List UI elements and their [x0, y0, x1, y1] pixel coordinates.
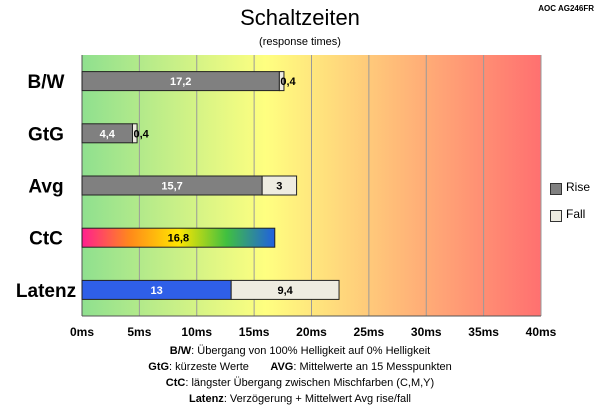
x-tick-label-30: 30ms	[411, 325, 442, 339]
bar-fall-b-w	[278, 71, 285, 92]
x-tick-label-0: 0ms	[70, 325, 94, 339]
bar-fall-gtg	[131, 123, 138, 144]
data-label-rise-latenz: 13	[150, 285, 162, 297]
note-bw: B/W: Übergang von 100% Helligkeit auf 0%…	[169, 345, 431, 357]
category-label-ctc: CtC	[29, 229, 63, 250]
x-tick-label-35: 35ms	[468, 325, 499, 339]
legend-label-rise: Rise	[566, 180, 591, 194]
legend-swatch-rise	[550, 183, 562, 195]
monitor-model: AOC AG246FR	[538, 4, 594, 13]
data-label-rise-avg: 15,7	[161, 181, 182, 193]
category-label-avg: Avg	[28, 177, 63, 198]
note-latenz: Latenz: Verzögerung + Mittelwert Avg ris…	[188, 393, 412, 405]
chart-notes: B/W: Übergang von 100% Helligkeit auf 0%…	[0, 343, 600, 407]
data-label-fall-gtg: 0,4	[133, 128, 149, 140]
chart-subtitle: (response times)	[259, 36, 341, 48]
x-tick-label-20: 20ms	[296, 325, 327, 339]
data-label-rise-ctc: 16,8	[168, 233, 189, 245]
x-tick-label-40: 40ms	[526, 325, 557, 339]
note-gtg-avg: GtG: kürzeste Werte AVG: Mittelwerte an …	[148, 361, 452, 373]
data-label-rise-b-w: 17,2	[170, 76, 191, 88]
x-tick-label-25: 25ms	[354, 325, 385, 339]
note-ctc: CtC: längster Übergang zwischen Mischfar…	[165, 377, 435, 389]
legend-label-fall: Fall	[566, 207, 586, 221]
data-label-fall-b-w: 0,4	[280, 76, 296, 88]
data-label-rise-gtg: 4,4	[100, 128, 116, 140]
legend-swatch-fall	[550, 210, 562, 222]
data-label-fall-avg: 3	[276, 181, 282, 193]
bar-rise-ctc	[81, 227, 276, 248]
category-label-latenz: Latenz	[16, 281, 76, 302]
data-label-fall-latenz: 9,4	[277, 285, 293, 297]
x-tick-label-5: 5ms	[127, 325, 151, 339]
chart-title: Schaltzeiten	[240, 5, 360, 30]
category-label-gtg: GtG	[28, 124, 64, 145]
x-tick-label-15: 15ms	[239, 325, 270, 339]
bar-fall-latenz	[230, 279, 340, 300]
category-label-b-w: B/W	[28, 72, 65, 93]
bar-fall-avg	[261, 175, 298, 196]
x-tick-label-10: 10ms	[181, 325, 212, 339]
